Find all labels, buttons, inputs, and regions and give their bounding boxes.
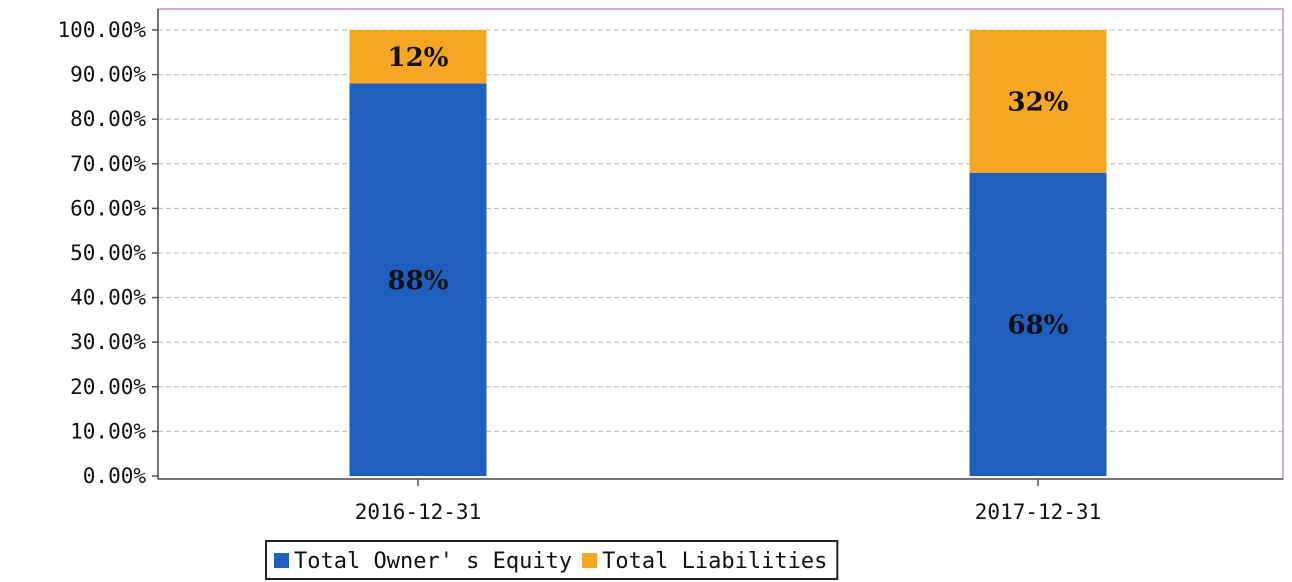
legend: Total Owner' s Equity Total Liabilities (265, 540, 839, 580)
y-tick-label: 60.00% (70, 196, 146, 220)
legend-box: Total Owner' s Equity Total Liabilities (265, 540, 839, 580)
y-tick-label: 30.00% (70, 330, 146, 354)
y-tick-label: 80.00% (70, 107, 146, 131)
y-tick-label: 50.00% (70, 241, 146, 265)
bar-segment (969, 30, 1107, 173)
y-tick-label: 100.00% (57, 18, 146, 42)
gridlines (157, 8, 1284, 480)
bars (349, 30, 1107, 477)
y-tick-label: 20.00% (70, 375, 146, 399)
legend-frame (265, 540, 839, 580)
data-label: 12% (388, 43, 449, 73)
legend-swatch (582, 553, 598, 568)
legend-label: Total Liabilities (602, 549, 827, 574)
legend-swatch (274, 553, 289, 568)
bar-segment (349, 30, 487, 84)
y-tick-label: 70.00% (70, 152, 146, 176)
x-tick-label: 2016-12-31 (355, 500, 481, 524)
x-tick-label: 2017-12-31 (975, 500, 1101, 524)
data-label: 32% (1008, 87, 1069, 117)
y-tick-label: 0.00% (83, 464, 147, 488)
y-tick-label: 40.00% (70, 286, 146, 310)
bar-segment (969, 172, 1107, 476)
axes: 0.00% 10.00% 20.00% 30.00% 40.00% 50.00% 60.00… (57, 9, 1283, 524)
y-tick-label: 90.00% (70, 63, 146, 87)
bar-segment (349, 83, 487, 477)
legend-label: Total Owner' s Equity (294, 549, 572, 574)
y-tick-label: 10.00% (70, 419, 146, 443)
data-label: 68% (1008, 310, 1069, 340)
plot-frame (157, 8, 1284, 480)
data-labels: 88% 12% 68% 32% (388, 43, 1069, 341)
data-label: 88% (388, 266, 449, 296)
